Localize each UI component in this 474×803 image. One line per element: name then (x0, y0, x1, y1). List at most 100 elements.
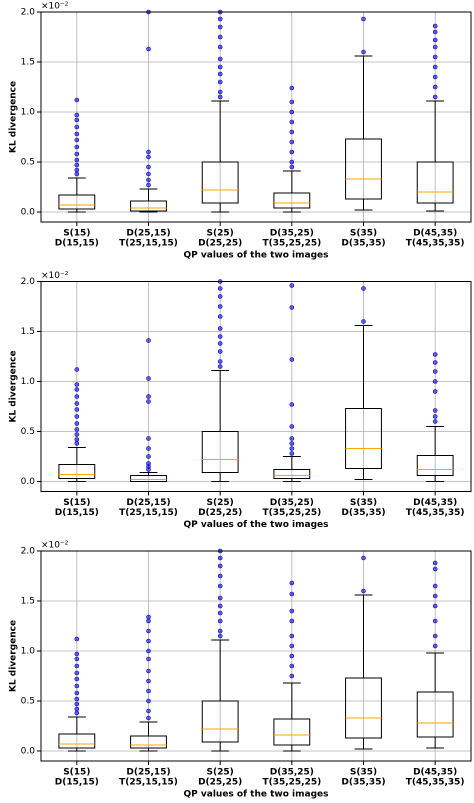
outlier (289, 580, 295, 586)
outlier (74, 144, 80, 150)
outlier (217, 628, 223, 634)
y-tick-label: 1.5 (21, 597, 35, 607)
outlier (217, 56, 223, 62)
y-tick-label: 0.5 (21, 427, 35, 437)
outlier (361, 588, 366, 594)
outlier (361, 49, 366, 55)
outlier (289, 608, 295, 614)
x-tick-label: D(25,15) (126, 229, 170, 239)
outlier (217, 326, 223, 331)
panel: 0.0 0.5 1.0 1.5 2.0 S(15)D(15,15) D(25,15)T(25… (9, 271, 472, 530)
outlier (146, 164, 151, 170)
outlier (74, 137, 80, 143)
x-tick-label: D(25,25) (198, 239, 242, 249)
outlier (432, 352, 438, 357)
box (416, 455, 454, 476)
outlier (432, 566, 438, 572)
x-tick-label: S(15) (63, 229, 90, 239)
outlier (74, 656, 80, 662)
outlier (432, 414, 438, 419)
x-tick-label: T(35,25,25) (262, 239, 321, 249)
outlier (289, 663, 295, 669)
panel: 0.0 0.5 1.0 1.5 2.0 S(15)D(15,15) D(25,15)T(25… (9, 2, 472, 261)
y-axis-label: KL divergence (9, 81, 19, 153)
outlier (74, 651, 80, 657)
x-tick-label: T(25,15,15) (119, 239, 178, 249)
x-tick-label: D(35,25) (270, 498, 314, 508)
x-tick-label: D(35,35) (341, 778, 385, 788)
x-tick-label: D(35,35) (341, 508, 385, 518)
box (345, 138, 382, 200)
outlier (74, 670, 80, 676)
outlier (289, 402, 295, 407)
outlier (74, 124, 80, 130)
x-tick-label: S(35) (350, 768, 377, 778)
outlier (146, 648, 151, 654)
y-tick-label: 1.5 (21, 58, 35, 68)
outlier (74, 112, 80, 118)
outlier (432, 64, 438, 70)
outlier (217, 573, 223, 579)
outlier (432, 618, 438, 624)
x-tick-label: S(25) (207, 229, 234, 239)
outlier (74, 414, 80, 419)
x-tick-label: D(45,35) (413, 498, 457, 508)
outlier (146, 338, 151, 343)
outlier (74, 683, 80, 689)
outlier (217, 294, 223, 299)
box (273, 469, 311, 479)
x-tick-label: T(25,15,15) (119, 508, 178, 518)
x-tick-label: S(35) (350, 498, 377, 508)
plot-frame (40, 281, 472, 492)
x-tick-label: D(25,15) (126, 498, 170, 508)
y-tick-label: 2.0 (21, 277, 36, 287)
y-tick-label: 2.0 (21, 8, 36, 18)
outlier (432, 74, 438, 80)
outlier (289, 85, 295, 91)
x-tick-label: D(15,15) (55, 778, 99, 788)
outlier (289, 164, 295, 170)
y-axis-label: KL divergence (9, 350, 19, 422)
outlier (74, 421, 80, 426)
outlier (432, 408, 438, 413)
x-tick-label: S(25) (207, 768, 234, 778)
outlier (217, 304, 223, 309)
y-multiplier: ×10⁻² (41, 2, 69, 12)
outlier (432, 389, 438, 394)
y-tick-label: 1.0 (21, 647, 36, 657)
x-axis-label: QP values of the two images (184, 520, 329, 530)
outlier (432, 560, 438, 566)
outlier (146, 182, 151, 188)
box (201, 431, 239, 473)
outlier (146, 446, 151, 451)
outlier (74, 710, 80, 716)
outlier (432, 633, 438, 639)
outlier (74, 382, 80, 387)
outlier (74, 131, 80, 137)
x-tick-label: T(25,15,15) (119, 778, 178, 788)
outlier (74, 663, 80, 669)
box (58, 733, 96, 749)
outlier (146, 708, 151, 714)
outlier (432, 37, 438, 43)
outlier (432, 23, 438, 29)
outlier (361, 319, 366, 324)
outlier (217, 314, 223, 319)
outlier (217, 359, 223, 364)
outlier (289, 618, 295, 624)
x-tick-label: T(45,35,35) (406, 778, 465, 788)
outlier (217, 618, 223, 624)
outlier (146, 154, 151, 160)
outlier (146, 698, 151, 704)
outlier (146, 171, 151, 177)
outlier (146, 376, 151, 381)
y-tick-label: 0.0 (21, 747, 36, 757)
x-tick-label: D(35,25) (270, 229, 314, 239)
outlier (289, 633, 295, 639)
outlier (217, 64, 223, 70)
x-tick-label: S(35) (350, 229, 377, 239)
outlier (74, 97, 80, 103)
outlier (432, 84, 438, 90)
outlier (74, 367, 80, 372)
